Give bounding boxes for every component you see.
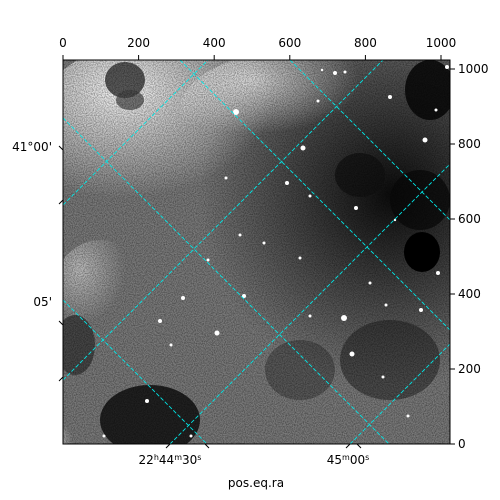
dec-axis-labels: 41°00' 05'	[12, 140, 52, 309]
right-tick-label: 0	[458, 437, 466, 451]
grid-line	[179, 60, 450, 331]
right-axis-ticks	[450, 68, 455, 445]
right-tick-label: 1000	[458, 62, 489, 76]
top-tick-label: 200	[127, 36, 150, 50]
grid-line	[63, 60, 384, 381]
ra-axis-ticks	[165, 443, 362, 449]
bottom-axis-title: pos.eq.ra	[228, 476, 284, 490]
grid-line	[63, 117, 390, 444]
right-tick-label: 200	[458, 362, 481, 376]
dec-tick-label: 41°00'	[12, 140, 52, 154]
dec-axis-ticks	[58, 145, 64, 382]
top-tick-label: 0	[59, 36, 67, 50]
ra-tick-label-2: 45m00s	[327, 453, 370, 467]
right-tick-label: 600	[458, 212, 481, 226]
grid-line	[289, 60, 450, 221]
grid-line	[349, 343, 450, 444]
top-axis-labels: 0 200 400 600 800 1000	[59, 36, 456, 50]
star-field	[102, 65, 449, 438]
right-tick-label: 800	[458, 137, 481, 151]
dec-tick-label: 05'	[33, 295, 52, 309]
top-axis-ticks	[62, 55, 442, 60]
top-tick-label: 1000	[426, 36, 457, 50]
grid-line	[63, 60, 209, 206]
top-tick-label: 600	[278, 36, 301, 50]
grid-line	[169, 163, 450, 444]
ra-tick-label-1: 22h44m30s	[139, 453, 202, 467]
right-tick-label: 400	[458, 287, 481, 301]
top-tick-label: 800	[354, 36, 377, 50]
right-axis-labels: 0 200 400 600 800 1000	[458, 62, 489, 451]
ra-axis-labels: 22h44m30s 45m00s	[139, 453, 370, 467]
coordinate-grid	[63, 60, 450, 444]
plot-frame	[62, 59, 451, 445]
grid-line	[63, 299, 208, 444]
top-tick-label: 400	[203, 36, 226, 50]
sky-image	[63, 60, 450, 444]
